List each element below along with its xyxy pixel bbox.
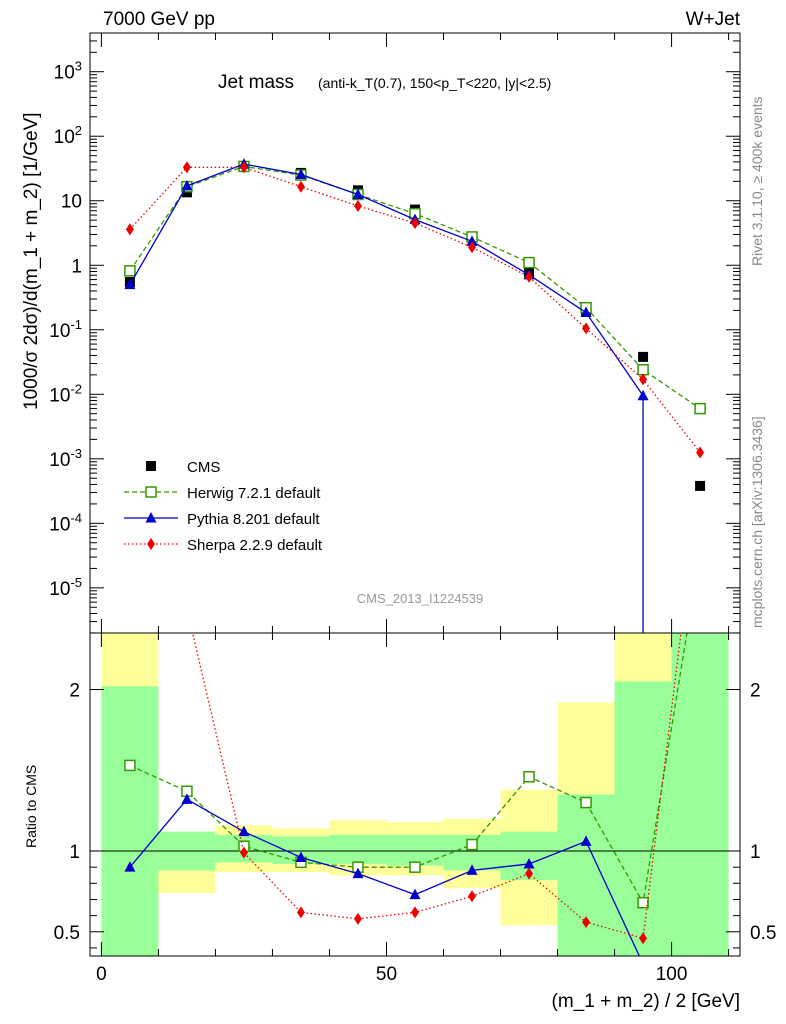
- ratio-plot: [90, 633, 740, 956]
- herwig-ratio-point: [523, 770, 535, 783]
- ratio-band-inner: [386, 834, 444, 866]
- main-plot: [124, 158, 706, 633]
- y-tick-label: 1: [71, 256, 82, 277]
- ratio-tick-label-right: 1: [750, 842, 761, 863]
- energy-label: 7000 GeV pp: [103, 9, 215, 30]
- pythia-ratio-point: [124, 861, 136, 872]
- y-tick-label: 10-2: [49, 381, 82, 406]
- chart-subtitle: (anti-k_T(0.7), 150<p_T<220, |y|<2.5): [318, 75, 551, 91]
- herwig-main-point: [523, 256, 535, 269]
- pythia-main-point: [352, 188, 364, 199]
- pythia-main-point: [466, 235, 478, 246]
- legend-label-sherpa: Sherpa 2.2.9 default: [187, 537, 323, 554]
- ratio-band-inner: [329, 834, 387, 864]
- herwig-ratio-point: [637, 896, 649, 909]
- chart-title: Jet mass: [218, 72, 294, 93]
- herwig-ratio-point: [409, 861, 421, 873]
- sherpa-ratio-point: [525, 867, 534, 880]
- x-tick-label: 50: [376, 964, 397, 985]
- pythia-main-point: [124, 278, 136, 290]
- sherpa-main-point: [525, 270, 534, 283]
- pythia-main-point: [181, 179, 193, 191]
- y-tick-label: 102: [54, 123, 82, 148]
- sherpa-main-point: [296, 180, 305, 193]
- pythia-ratio-line: [129, 798, 641, 956]
- legend-marker-pythia: [145, 512, 157, 523]
- analysis-label: CMS_2013_I1224539: [357, 591, 484, 606]
- sherpa-main-point: [468, 241, 477, 254]
- pythia-ratio-point: [523, 857, 535, 869]
- pythia-ratio-point: [295, 851, 307, 862]
- sherpa-ratio-point: [582, 916, 591, 929]
- ratio-band-inner: [101, 686, 159, 956]
- ratio-tick-label-right: 2: [750, 681, 761, 702]
- pythia-main-point: [580, 306, 592, 318]
- rivet-label: Rivet 3.1.10, ≥ 400k events: [749, 96, 765, 266]
- herwig-ratio-point: [124, 759, 136, 772]
- sherpa-ratio-point: [353, 912, 362, 925]
- pythia-ratio-point: [352, 867, 364, 879]
- ratio-frame: [89, 632, 741, 957]
- ratio-band-inner: [671, 633, 729, 956]
- pythia-main-point: [637, 389, 649, 401]
- x-axis-label: (m_1 + m_2) / 2 [GeV]: [552, 991, 741, 1012]
- cms-main-point: [695, 480, 706, 491]
- sherpa-ratio-point: [639, 932, 648, 945]
- pythia-main-line: [129, 163, 644, 633]
- cms-main-point: [638, 351, 649, 362]
- y-tick-label: 10-5: [49, 575, 82, 600]
- pythia-ratio-point: [409, 888, 421, 900]
- y-axis-label-ratio: Ratio to CMS: [23, 765, 39, 848]
- legend-label-cms: CMS: [187, 459, 220, 476]
- ratio-band-inner: [614, 681, 672, 956]
- legend-label-pythia: Pythia 8.201 default: [187, 511, 320, 528]
- y-tick-label: 10-1: [49, 317, 82, 342]
- herwig-main-point: [694, 402, 706, 415]
- sherpa-main-point: [353, 199, 362, 212]
- y-tick-label: 10: [61, 192, 82, 213]
- ratio-tick-label: 1: [69, 842, 80, 863]
- sherpa-main-point: [182, 161, 191, 174]
- sherpa-ratio-point: [296, 906, 305, 919]
- legend-marker-herwig: [145, 486, 157, 498]
- legend-marker-cms: [146, 461, 156, 471]
- legend-label-herwig: Herwig 7.2.1 default: [187, 485, 321, 502]
- legend-marker-sherpa: [147, 538, 155, 550]
- pythia-ratio-point: [466, 864, 478, 875]
- sherpa-main-point: [696, 446, 705, 459]
- mcplots-label: mcplots.cern.ch [arXiv:1306.3436]: [749, 416, 765, 628]
- x-tick-label: 0: [96, 964, 107, 985]
- sherpa-main-point: [639, 373, 648, 386]
- y-tick-label: 103: [54, 59, 82, 84]
- ratio-tick-label-right: 0.5: [750, 923, 776, 944]
- sherpa-main-point: [411, 217, 419, 230]
- sherpa-ratio-point: [468, 890, 477, 903]
- y-tick-label: 10-4: [49, 510, 82, 535]
- process-label: W+Jet: [686, 9, 741, 30]
- herwig-main-line: [129, 165, 701, 410]
- ratio-tick-label: 2: [69, 681, 80, 702]
- pythia-main-point: [295, 168, 307, 180]
- x-tick-label: 100: [656, 964, 688, 985]
- sherpa-main-point: [239, 161, 248, 174]
- herwig-ratio-point: [466, 838, 478, 851]
- sherpa-ratio-point: [239, 846, 248, 859]
- y-tick-label: 10-3: [49, 446, 82, 471]
- herwig-main-point: [637, 364, 649, 376]
- sherpa-main-point: [125, 223, 134, 236]
- herwig-ratio-point: [580, 796, 592, 809]
- y-axis-label-main: 1000/σ 2dσ)/d(m_1 + m_2) [1/GeV]: [21, 112, 42, 410]
- herwig-main-point: [124, 265, 136, 277]
- ratio-tick-label: 0.5: [54, 923, 80, 944]
- legend: CMS Herwig 7.2.1 default Pythia 8.201 defa…: [124, 459, 323, 554]
- pythia-ratio-point: [580, 835, 592, 846]
- ratio-band-inner: [557, 794, 615, 956]
- pythia-ratio-point: [181, 793, 193, 804]
- pythia-ratio-point: [238, 825, 250, 837]
- sherpa-ratio-point: [411, 906, 419, 919]
- sherpa-main-point: [582, 322, 591, 335]
